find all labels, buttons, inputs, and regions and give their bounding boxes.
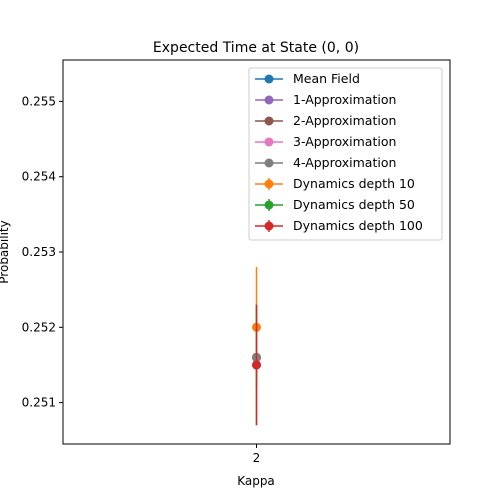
y-tick-label: 0.254 xyxy=(22,170,56,184)
legend-label: Dynamics depth 50 xyxy=(293,197,415,212)
y-axis-label: Probability xyxy=(0,220,11,283)
legend-label: Dynamics depth 100 xyxy=(293,218,423,233)
legend-marker xyxy=(264,116,274,126)
y-tick-label: 0.253 xyxy=(22,245,56,259)
legend-label: 2-Approximation xyxy=(293,113,396,128)
x-tick-label: 2 xyxy=(253,451,261,465)
legend-marker xyxy=(264,74,274,84)
plot-layer xyxy=(252,267,261,426)
y-tick-label: 0.252 xyxy=(22,320,56,334)
chart-title: Expected Time at State (0, 0) xyxy=(153,40,359,56)
legend-label: 4-Approximation xyxy=(293,155,396,170)
legend-label: 3-Approximation xyxy=(293,134,396,149)
legend: Mean Field 1-Approximation 2-Approximation… xyxy=(248,67,443,241)
data-point xyxy=(252,360,261,370)
x-axis-label: Kappa xyxy=(237,474,275,488)
legend-marker xyxy=(264,221,274,231)
legend-marker xyxy=(264,158,274,168)
legend-marker xyxy=(264,179,274,189)
y-axis: 0.251 0.252 0.253 0.254 0.255 xyxy=(22,94,63,410)
legend-label: Dynamics depth 10 xyxy=(293,176,415,191)
legend-marker xyxy=(264,137,274,147)
x-axis: 2 xyxy=(253,444,261,465)
legend-marker xyxy=(264,95,274,105)
legend-label: Mean Field xyxy=(293,71,360,86)
legend-box xyxy=(248,67,443,241)
legend-label: 1-Approximation xyxy=(293,92,396,107)
y-tick-label: 0.255 xyxy=(22,94,56,108)
legend-marker xyxy=(264,200,274,210)
y-tick-label: 0.251 xyxy=(22,396,56,410)
